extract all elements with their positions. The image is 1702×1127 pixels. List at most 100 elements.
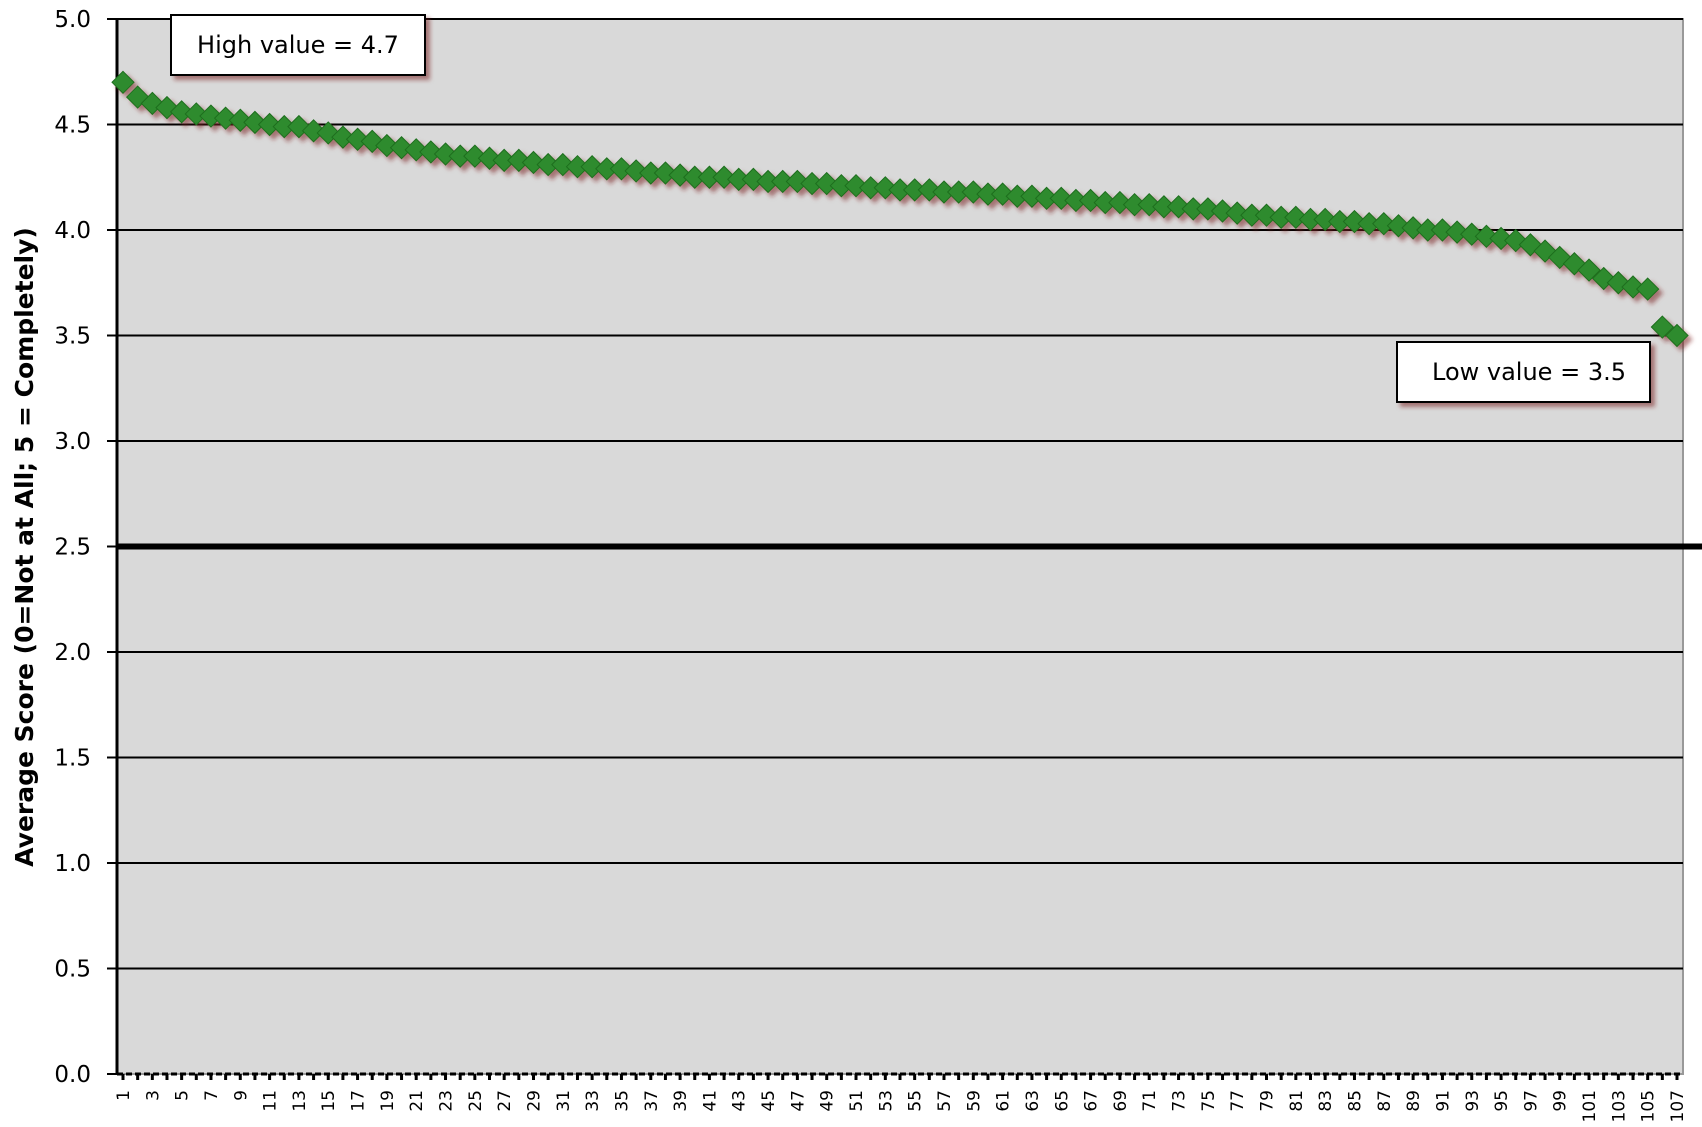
x-tick-label: 67 [1082,1090,1102,1112]
y-tick-label: 0.0 [54,1062,91,1088]
data-point [184,102,209,126]
data-point [1635,277,1660,301]
y-tick-label: 3.5 [54,324,91,350]
data-point [741,167,766,192]
x-tick-label: 39 [671,1090,691,1112]
data-point [580,154,604,179]
data-point [609,157,634,181]
data-point [1254,203,1279,227]
x-tick-label: 101 [1580,1090,1600,1122]
x-tick-label: 33 [583,1090,603,1112]
data-point [404,138,428,162]
x-tick-label: 49 [818,1090,838,1112]
y-tick-label: 1.5 [54,746,91,772]
data-point [433,142,458,166]
x-tick-label: 7 [202,1090,222,1101]
x-tick-label: 5 [173,1090,193,1101]
data-point [917,178,942,202]
x-tick-label: 85 [1345,1090,1365,1112]
data-point [389,136,414,160]
data-point [1166,195,1191,219]
data-point [507,148,531,173]
x-tick-label: 3 [143,1090,163,1101]
x-tick-label: 95 [1492,1090,1512,1112]
low-value-label: Low value = 3.5 [1432,358,1626,386]
data-point [712,165,736,189]
data-point [1196,197,1220,221]
x-tick-label: 47 [788,1090,808,1112]
x-tick-label: 65 [1052,1090,1072,1112]
data-point [228,108,252,132]
x-tick-label: 71 [1140,1090,1160,1112]
data-point [169,100,194,124]
y-tick-label: 4.5 [54,113,91,139]
x-tick-label: 13 [290,1090,310,1112]
x-tick-label: 55 [906,1090,926,1112]
x-tick-label: 81 [1287,1090,1307,1112]
x-tick-label: 27 [495,1090,515,1112]
x-tick-label: 23 [437,1090,457,1112]
data-point [1577,258,1601,282]
x-tick-label: 31 [554,1090,574,1112]
x-tick-label: 87 [1375,1090,1395,1112]
x-tick-label: 19 [378,1090,398,1112]
x-tick-label: 51 [847,1090,867,1112]
data-point [1137,192,1161,217]
data-point [873,176,898,200]
x-tick-label: 35 [612,1090,632,1112]
x-tick-label: 41 [700,1090,720,1112]
data-point [1049,186,1073,211]
y-tick-label: 3.0 [54,429,91,455]
x-axis-ticks: 1 3 5 7 9 11 13 15 17 19 21 23 25 27 29 31 33 35 37 39 41 43 4… [114,1074,1688,1122]
x-tick-label: 21 [407,1090,427,1112]
data-point [1078,188,1103,213]
data-point [477,146,502,170]
data-point [1225,201,1249,225]
data-point [668,163,692,187]
y-tick-label: 1.0 [54,851,91,877]
data-point [1386,214,1411,238]
y-tick-label: 5.0 [54,7,91,33]
data-point [1650,315,1675,339]
data-point [1020,184,1044,208]
y-tick-label: 4.0 [54,218,91,244]
x-tick-label: 97 [1521,1090,1541,1112]
data-point [301,119,326,143]
data-point [653,161,678,185]
data-point [961,180,986,204]
data-point [551,152,575,177]
x-tick-label: 53 [876,1090,896,1112]
x-tick-label: 37 [642,1090,662,1112]
data-point [213,106,238,130]
x-tick-label: 17 [349,1090,369,1112]
data-point [375,133,399,158]
low-value-annotation: Low value = 3.5 [1396,341,1651,403]
x-tick-label: 93 [1463,1090,1483,1112]
data-point [111,70,135,95]
x-tick-label: 91 [1433,1090,1453,1112]
x-tick-label: 73 [1170,1090,1190,1112]
x-tick-label: 59 [964,1090,984,1112]
x-tick-label: 29 [524,1090,544,1112]
data-point [243,110,267,135]
data-point [1430,218,1455,242]
data-point [1313,207,1337,232]
x-tick-label: 105 [1639,1090,1659,1122]
data-point [1460,222,1484,246]
x-tick-label: 107 [1668,1090,1688,1122]
data-point [1474,224,1499,249]
data-point [521,150,546,175]
data-point [1401,216,1425,240]
x-tick-label: 15 [319,1090,339,1112]
high-value-annotation: High value = 4.7 [170,14,426,76]
x-tick-label: 103 [1609,1090,1629,1122]
data-point [1210,199,1235,223]
x-tick-label: 25 [466,1090,486,1112]
x-tick-label: 69 [1111,1090,1131,1112]
x-tick-label: 75 [1199,1090,1219,1112]
data-point [624,159,648,183]
data-point [1108,190,1132,215]
high-value-label: High value = 4.7 [197,31,399,59]
y-axis-label: Average Score (0=Not at All; 5 = Complet… [10,227,39,867]
data-point [844,173,868,198]
